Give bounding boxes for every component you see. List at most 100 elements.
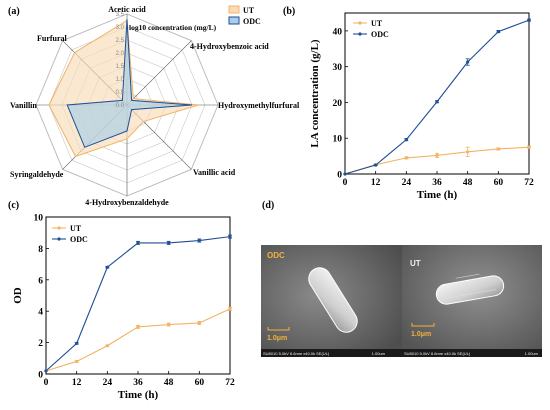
- y-tick-label: 10: [34, 214, 44, 224]
- x-axis-title: Time (h): [118, 389, 159, 401]
- sem-label-ut: UT: [410, 259, 421, 268]
- legend-label-odc: ODC: [371, 30, 389, 39]
- data-point-odc: [435, 100, 439, 104]
- sem-footer-ut: [402, 349, 542, 357]
- data-point-odc: [197, 238, 201, 243]
- data-point-odc: [374, 163, 378, 167]
- legend-label-ut: UT: [70, 224, 82, 233]
- panel-label-a: (a): [8, 6, 20, 17]
- radar-axis-label: 4-Hydroxybenzaldehyde: [85, 198, 169, 207]
- sem-footer-ut-text: SU8010 5.0kV 8.6mm x40.0k SE(UL): [404, 351, 471, 356]
- line-chart-la-concentration: 0 12 24 36 48 60 72 0 10 20 30 40 Time (h) LA concent…: [309, 12, 534, 201]
- radar-scale-tick: 2.0: [116, 51, 125, 57]
- sem-footer-odc-text: SU8010 5.0kV 8.6mm x40.0k SE(UL): [263, 351, 330, 356]
- y-axis-title: LA concentration (g/L): [309, 39, 321, 147]
- data-point-ut: [136, 325, 140, 329]
- data-point-odc: [496, 30, 500, 34]
- y-axis-title: OD: [12, 287, 24, 304]
- y-tick-label: 4: [38, 308, 43, 318]
- y-tick-label: 0: [337, 171, 342, 181]
- sem-scalebar-ut: [411, 323, 435, 327]
- sem-cell-ut: [435, 273, 505, 305]
- series-line-odc: [45, 236, 231, 372]
- x-tick-label: 12: [72, 378, 82, 388]
- legend-marker: [57, 237, 61, 241]
- data-point-odc: [167, 241, 171, 245]
- x-tick-label: 48: [164, 378, 174, 388]
- data-point-odc: [466, 60, 470, 64]
- sem-footer-odc-scale: 1.00um: [372, 351, 386, 356]
- radar-axis-label: Hydroxymethylfurfural: [218, 101, 300, 110]
- radar-scale-tick: 2.5: [116, 38, 125, 44]
- radar-legend-label: ODC: [243, 17, 261, 26]
- data-point-ut: [197, 321, 201, 325]
- data-point-ut: [404, 156, 408, 160]
- x-tick-label: 24: [402, 178, 412, 188]
- data-point-odc: [136, 241, 140, 245]
- series-line-ut: [45, 308, 231, 372]
- radar-scale-tick: 3.0: [116, 25, 125, 31]
- radar-axis-label: Vanillic acid: [193, 168, 236, 177]
- x-tick-label: 60: [494, 178, 504, 188]
- panel-label-d: (d): [262, 200, 274, 211]
- legend-marker: [358, 21, 362, 25]
- radar-scale-tick: 3.5: [116, 12, 125, 18]
- y-tick-label: 30: [333, 63, 343, 73]
- x-tick-label: 72: [524, 178, 534, 188]
- radar-scale-title: log10 concentration (mg/L): [129, 23, 217, 32]
- data-point-ut: [466, 150, 470, 154]
- data-point-ut: [496, 147, 500, 151]
- radar-legend-swatch: [228, 5, 240, 14]
- data-point-ut: [527, 145, 531, 149]
- data-point-odc: [343, 172, 347, 176]
- y-tick-label: 8: [38, 245, 43, 255]
- radar-axis-label: Vanillin: [10, 101, 37, 110]
- x-axis-title: Time (h): [417, 189, 458, 201]
- x-tick-label: 36: [133, 378, 143, 388]
- x-tick-label: 12: [371, 178, 381, 188]
- legend-marker: [57, 226, 61, 230]
- legend-label-odc: ODC: [70, 235, 88, 244]
- sem-footer-ut-scale: 1.00um: [525, 351, 539, 356]
- y-tick-label: 10: [333, 135, 343, 145]
- data-point-odc: [228, 235, 232, 239]
- sem-images: ODC UT 1.0μm 1.0μm SU8010 5.0kV 8.6mm x4…: [261, 245, 542, 357]
- data-point-ut: [105, 344, 109, 348]
- x-tick-label: 48: [463, 178, 473, 188]
- radar-scale-tick: 0.0: [116, 103, 125, 109]
- panel-label-c: (c): [8, 200, 19, 211]
- y-tick-label: 6: [38, 276, 43, 286]
- radar-spoke: [126, 40, 192, 106]
- legend-label-ut: UT: [371, 19, 383, 28]
- radar-axis-label: 4-Hydroxybenzoic acid: [190, 42, 269, 51]
- data-point-ut: [167, 322, 171, 327]
- radar-scale-tick: 1.5: [116, 64, 125, 70]
- radar-axis-label: Furfural: [37, 34, 68, 43]
- radar-legend-label: UT: [243, 6, 255, 15]
- data-point-ut: [228, 307, 232, 311]
- y-tick-label: 0: [38, 371, 43, 381]
- data-point-ut: [435, 153, 439, 157]
- data-point-odc: [404, 138, 408, 142]
- data-point-odc: [527, 18, 531, 22]
- radar-series-odc: [66, 19, 193, 148]
- radar-chart: 0.0 0.5 1.0 1.5 2.0 2.5 3.0 3.5 log10 concentrat…: [10, 5, 300, 207]
- x-tick-label: 0: [44, 378, 49, 388]
- radar-scale-tick: 1.0: [116, 77, 125, 83]
- x-tick-label: 36: [432, 178, 442, 188]
- data-point-ut: [75, 359, 79, 364]
- panel-label-b: (b): [283, 6, 295, 17]
- sem-image-ut: [402, 245, 542, 357]
- sem-label-odc: ODC: [267, 251, 285, 260]
- sem-cell-odc: [308, 267, 358, 333]
- y-tick-label: 20: [333, 99, 343, 109]
- series-line-odc: [344, 19, 530, 175]
- sem-scalebar-odc: [267, 327, 290, 331]
- series-line-ut: [344, 146, 530, 175]
- x-tick-label: 60: [195, 378, 205, 388]
- data-point-odc: [105, 265, 109, 269]
- sem-scale-odc: 1.0μm: [267, 335, 287, 342]
- y-tick-label: 40: [333, 27, 343, 37]
